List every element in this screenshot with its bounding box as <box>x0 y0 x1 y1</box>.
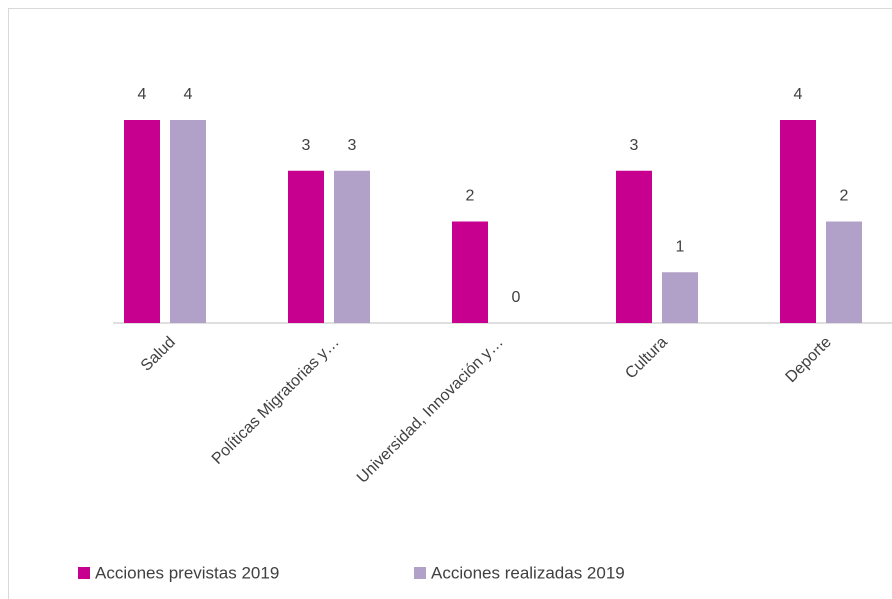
data-label: 3 <box>348 137 357 154</box>
data-label: 4 <box>184 86 193 103</box>
x-tick-label: Políticas Migratorias y… <box>209 334 343 468</box>
x-tick-label: Salud <box>138 334 179 375</box>
bar <box>334 170 370 323</box>
legend-swatch <box>414 567 426 579</box>
chart-frame <box>8 8 892 599</box>
bar <box>616 170 652 323</box>
data-label: 4 <box>794 86 803 103</box>
bar <box>662 272 698 323</box>
x-tick-label: Cultura <box>622 334 671 383</box>
data-label: 0 <box>512 289 521 306</box>
data-label: 2 <box>466 188 475 205</box>
data-label: 3 <box>302 137 311 154</box>
data-label: 1 <box>676 238 685 255</box>
bar <box>170 120 206 323</box>
bar <box>826 221 862 323</box>
x-tick-label: Deporte <box>783 334 835 386</box>
bar <box>288 170 324 323</box>
legend-label: Acciones realizadas 2019 <box>431 563 625 582</box>
data-label: 2 <box>840 188 849 205</box>
data-label: 3 <box>630 137 639 154</box>
legend-label: Acciones previstas 2019 <box>95 563 279 582</box>
legend-swatch <box>78 567 90 579</box>
x-tick-label: Universidad, Innovación y… <box>354 334 507 487</box>
bar <box>124 120 160 323</box>
bar <box>452 221 488 323</box>
bar <box>780 120 816 323</box>
data-label: 4 <box>138 86 147 103</box>
